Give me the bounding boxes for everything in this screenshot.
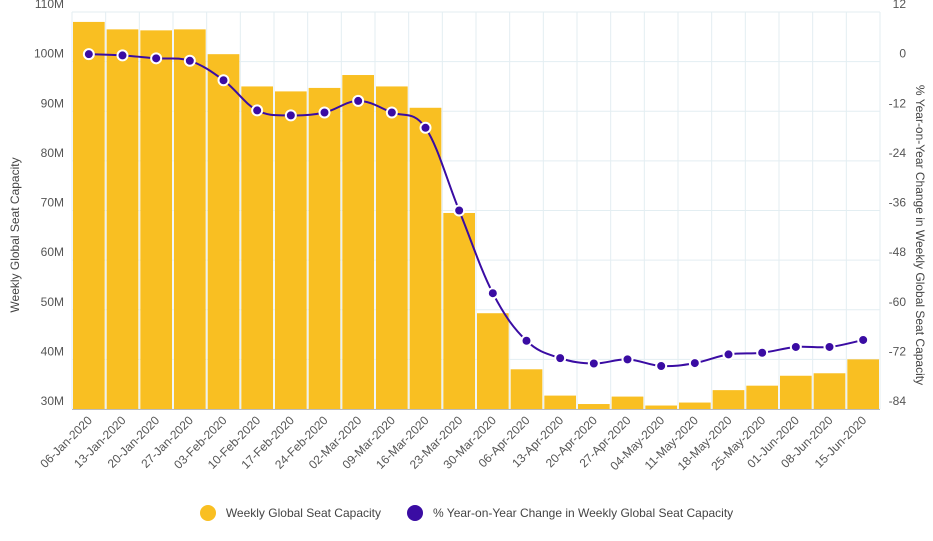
y-left-tick-label: 40M	[41, 344, 64, 358]
bar-series	[73, 21, 879, 410]
bar[interactable]	[611, 396, 644, 409]
bar[interactable]	[847, 359, 879, 409]
line-point[interactable]	[486, 287, 499, 300]
bar[interactable]	[679, 402, 711, 409]
legend-label-seat-capacity: Weekly Global Seat Capacity	[225, 506, 381, 520]
line-point[interactable]	[116, 49, 129, 62]
bar[interactable]	[645, 405, 677, 409]
y-right-tick-label: -60	[889, 295, 907, 309]
line-point[interactable]	[352, 94, 365, 107]
bar[interactable]	[813, 373, 846, 409]
legend-item-seat-capacity[interactable]: Weekly Global Seat Capacity	[199, 505, 381, 521]
line-series	[82, 48, 870, 372]
line-point[interactable]	[318, 106, 331, 119]
line-point[interactable]	[621, 353, 634, 366]
bar[interactable]	[275, 91, 307, 410]
y-left-tick-label: 100M	[34, 47, 64, 61]
y-left-tick-label: 30M	[41, 394, 64, 408]
line-point[interactable]	[722, 348, 735, 361]
bar[interactable]	[106, 29, 139, 410]
bar[interactable]	[578, 404, 610, 409]
bar[interactable]	[174, 29, 206, 410]
line-point[interactable]	[217, 74, 230, 87]
y-right-tick-label: -84	[889, 394, 907, 408]
bar[interactable]	[510, 369, 543, 409]
y-right-tick-label: -48	[889, 245, 907, 259]
line-point[interactable]	[587, 357, 600, 370]
y-left-tick-label: 70M	[41, 196, 64, 210]
line-point[interactable]	[453, 204, 466, 217]
line-point[interactable]	[150, 52, 163, 65]
line-point[interactable]	[82, 48, 95, 61]
line-point[interactable]	[520, 334, 533, 347]
y-right-tick-label: 0	[899, 47, 906, 61]
bar[interactable]	[477, 313, 509, 409]
bar[interactable]	[342, 75, 374, 410]
line-point[interactable]	[385, 106, 398, 119]
legend-item-yoy-change[interactable]: % Year-on-Year Change in Weekly Global S…	[407, 505, 733, 521]
y-left-tick-label: 60M	[41, 245, 64, 259]
y-right-tick-label: -12	[889, 96, 907, 110]
y-right-tick-label: -24	[889, 146, 907, 160]
bar[interactable]	[712, 390, 745, 409]
legend-label-yoy-change: % Year-on-Year Change in Weekly Global S…	[433, 506, 734, 520]
legend-swatch-line-icon	[407, 505, 423, 521]
bar[interactable]	[780, 375, 812, 409]
grid-lines	[71, 11, 881, 410]
legend-swatch-bar-icon	[199, 505, 216, 521]
y-axis-left-label: Weekly Global Seat Capacity	[8, 157, 22, 312]
y-right-tick-label: -72	[889, 344, 907, 358]
y-right-tick-label: -36	[889, 196, 907, 210]
line-point[interactable]	[419, 121, 432, 134]
bar[interactable]	[140, 30, 172, 410]
bar[interactable]	[308, 87, 341, 410]
line-point[interactable]	[655, 359, 668, 372]
line-point[interactable]	[756, 346, 769, 359]
line-point[interactable]	[183, 54, 196, 67]
bar[interactable]	[409, 107, 442, 410]
line-point[interactable]	[789, 340, 802, 353]
y-left-tick-label: 110M	[35, 0, 64, 11]
legend: Weekly Global Seat Capacity % Year-on-Ye…	[0, 505, 933, 521]
bar[interactable]	[746, 385, 778, 409]
line-point[interactable]	[284, 109, 297, 122]
bar[interactable]	[443, 212, 475, 409]
line-point[interactable]	[554, 352, 567, 365]
y-left-tick-label: 50M	[41, 295, 64, 309]
line-point[interactable]	[857, 333, 870, 346]
bar[interactable]	[544, 395, 576, 409]
bar[interactable]	[73, 21, 105, 410]
y-right-tick-label: 12	[893, 0, 907, 11]
line-point[interactable]	[823, 340, 836, 353]
line-point[interactable]	[688, 357, 701, 370]
y-left-tick-label: 80M	[41, 146, 64, 160]
y-axis-right-label: % Year-on-Year Change in Weekly Global S…	[913, 85, 927, 385]
bar[interactable]	[207, 54, 240, 410]
line-point[interactable]	[251, 104, 264, 117]
bar[interactable]	[241, 86, 273, 409]
bar[interactable]	[376, 86, 408, 409]
y-left-tick-label: 90M	[41, 96, 64, 110]
